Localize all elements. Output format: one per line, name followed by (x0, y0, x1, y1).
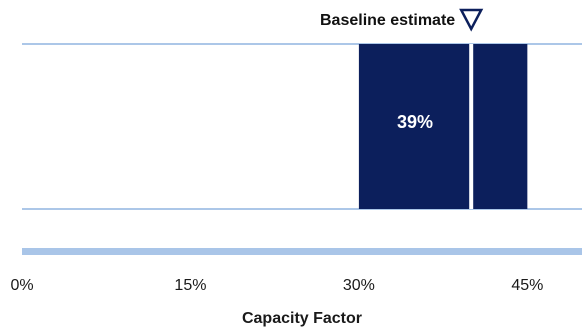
x-tick-labels: 0% 15% 30% 45% (10, 277, 543, 294)
x-tick-label: 45% (511, 277, 543, 294)
baseline-label: Baseline estimate (320, 12, 455, 29)
baseline-divider (469, 44, 474, 209)
x-axis-title: Capacity Factor (242, 310, 362, 327)
x-tick-label: 15% (174, 277, 206, 294)
x-tick-label: 0% (10, 277, 33, 294)
x-tick-label: 30% (343, 277, 375, 294)
x-axis: 0% 15% 30% 45% Capacity Factor (10, 248, 582, 327)
down-triangle-icon (459, 8, 484, 32)
range-bar-label: 39% (397, 112, 433, 132)
x-axis-band (22, 248, 582, 255)
plot-area: 39% Baseline estimate (22, 8, 582, 210)
range-bar (358, 44, 528, 209)
baseline-annotation: Baseline estimate (320, 8, 484, 32)
